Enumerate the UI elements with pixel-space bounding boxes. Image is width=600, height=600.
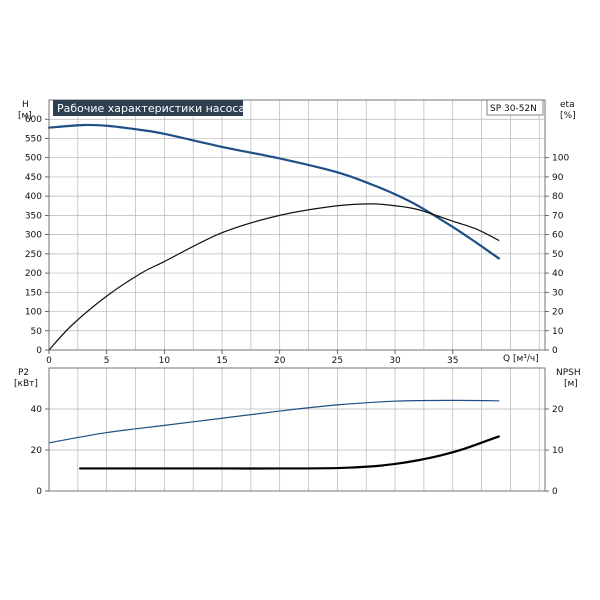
right-tick-label: 20 (552, 308, 564, 318)
power-axis-unit: [кВт] (14, 379, 38, 389)
upper-plot-frame (48, 99, 546, 351)
x-tick-label: 5 (104, 356, 110, 366)
right-tick-label: 50 (552, 250, 564, 260)
left-tick-label: 250 (25, 250, 42, 260)
upper-x-ticks: 0 5 10 15 20 25 30 35 (46, 350, 458, 366)
head-axis-unit: [м] (18, 111, 32, 121)
x-tick-label: 35 (447, 356, 458, 366)
title-box (53, 100, 243, 116)
flow-axis-title: Q [м³/ч] (503, 354, 539, 364)
right-tick-label: 0 (552, 487, 558, 497)
head-curve (47, 123, 500, 260)
upper-grid (49, 100, 545, 350)
x-tick-label: 15 (216, 356, 227, 366)
left-tick-label: 500 (25, 154, 42, 164)
lower-right-ticks: 0 10 20 (545, 405, 564, 497)
left-tick-label: 400 (25, 192, 42, 202)
x-tick-label: 20 (274, 356, 286, 366)
efficiency-curve (48, 203, 500, 351)
right-tick-label: 90 (552, 173, 564, 183)
left-tick-label: 50 (31, 327, 43, 337)
right-tick-label: 70 (552, 211, 564, 221)
left-tick-label: 450 (25, 173, 42, 183)
npsh-axis-unit: [м] (564, 379, 578, 389)
lower-curves (48, 399, 500, 470)
right-tick-label: 80 (552, 192, 564, 202)
lower-plot-frame (48, 367, 546, 492)
left-tick-label: 20 (31, 446, 43, 456)
x-tick-label: 0 (46, 356, 52, 366)
right-tick-label: 10 (552, 327, 564, 337)
right-tick-label: 30 (552, 288, 564, 298)
head-axis-title: H (22, 100, 29, 110)
left-tick-label: 350 (25, 211, 42, 221)
left-tick-label: 150 (25, 288, 42, 298)
left-tick-label: 550 (25, 134, 42, 144)
x-tick-label: 10 (159, 356, 171, 366)
upper-left-ticks: 0 50 100 150 200 250 300 350 400 450 500 550 600 (25, 115, 49, 356)
upper-curves (47, 123, 500, 351)
model-label: SP 30-52N (490, 104, 537, 114)
npsh-curve (79, 435, 500, 470)
eta-axis-title: eta (560, 100, 575, 110)
model-box (486, 99, 544, 116)
right-tick-label: 60 (552, 231, 564, 241)
lower-grid (49, 368, 545, 491)
left-tick-label: 0 (36, 487, 42, 497)
right-tick-label: 100 (552, 154, 569, 164)
right-tick-label: 10 (552, 446, 564, 456)
chart-title: Рабочие характеристики насоса (57, 102, 245, 115)
left-tick-label: 100 (25, 308, 42, 318)
x-tick-label: 30 (389, 356, 401, 366)
upper-right-ticks: 0 10 20 30 40 50 60 70 80 90 100 (545, 154, 569, 356)
left-tick-label: 200 (25, 269, 42, 279)
x-tick-label: 25 (332, 356, 343, 366)
npsh-axis-title: NPSH (556, 368, 581, 378)
left-tick-label: 40 (31, 405, 43, 415)
power-axis-title: P2 (18, 368, 29, 378)
left-tick-label: 600 (25, 115, 42, 125)
right-tick-label: 0 (552, 346, 558, 356)
eta-axis-unit: [%] (560, 111, 576, 121)
left-tick-label: 0 (36, 346, 42, 356)
power-curve (48, 399, 500, 444)
right-tick-label: 20 (552, 405, 564, 415)
right-tick-label: 40 (552, 269, 564, 279)
left-tick-label: 300 (25, 231, 42, 241)
lower-left-ticks: 0 20 40 (31, 405, 49, 497)
